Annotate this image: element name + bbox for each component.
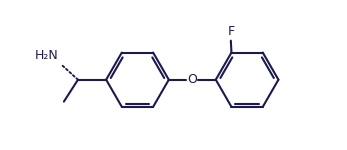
Text: F: F xyxy=(227,25,234,38)
Text: H₂N: H₂N xyxy=(34,50,58,62)
Text: O: O xyxy=(187,73,197,86)
